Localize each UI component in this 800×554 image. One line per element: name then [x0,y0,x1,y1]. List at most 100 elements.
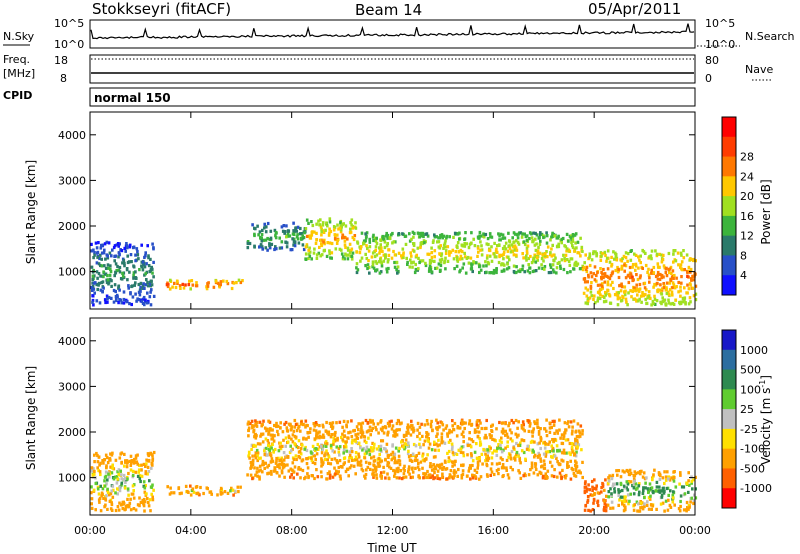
velocity-cell [382,470,386,474]
velocity-cell [560,441,564,445]
velocity-cell [254,419,257,423]
velocity-cell [139,479,142,484]
velocity-cell [250,419,254,423]
velocity-cell [628,499,631,503]
velocity-cell [462,435,465,439]
velocity-cell [427,446,431,450]
power-cell [461,244,464,248]
power-cell [625,300,628,304]
power-cell [142,297,145,301]
velocity-cell [320,435,324,439]
velocity-cell [371,468,375,472]
velocity-cell [388,465,391,469]
power-cell [412,243,416,247]
power-cell [137,282,141,287]
velocity-cell [445,424,449,428]
velocity-cell [239,485,242,489]
velocity-cell [116,505,120,509]
velocity-cell [289,449,293,453]
power-cell [586,288,589,292]
power-cell [342,255,345,259]
power-cell [241,279,244,283]
velocity-cell [489,467,493,471]
power-cell [609,274,613,278]
power-cell [661,296,664,300]
power-cell [349,227,352,231]
power-cell [480,253,484,257]
power-cell [134,281,137,285]
velocity-cell [570,432,574,436]
velocity-cell [404,442,407,446]
velocity-cell [348,453,352,457]
velocity-cell [172,491,176,495]
velocity-cell [622,484,626,488]
velocity-cell [603,488,606,492]
velocity-cell [592,498,596,502]
colorbar-swatch [722,275,736,296]
velocity-cell [560,458,563,462]
velocity-cell [626,482,630,486]
velocity-cell [389,466,393,470]
velocity-cell [536,455,540,459]
power-cell [590,294,593,298]
power-cell [627,291,630,295]
power-cell [375,236,378,240]
power-cell [150,265,153,269]
power-cell [569,236,573,240]
power-cell [378,246,381,250]
power-cell [592,297,595,301]
power-cell [273,228,277,232]
velocity-cell [468,437,471,441]
power-cell [358,245,361,249]
velocity-cell [679,473,682,477]
power-cell [476,254,479,258]
power-cell [629,289,632,293]
nave-tick-bottom: 0 [705,72,712,85]
velocity-cell [616,473,619,477]
velocity-cell [376,422,380,426]
power-cell [542,235,545,240]
power-cell [289,248,293,252]
velocity-cell [643,502,646,506]
velocity-cell [635,500,639,504]
velocity-cell [231,488,235,492]
velocity-cell [327,433,331,437]
velocity-cell [132,496,136,500]
power-cell [621,295,625,300]
velocity-cell [278,458,281,462]
velocity-cell [128,459,131,463]
velocity-cell [418,442,421,446]
power-cell [478,264,481,268]
velocity-cell [510,431,513,435]
velocity-cell [402,445,405,449]
power-cell [506,262,509,266]
velocity-cell [546,450,550,454]
power-cell [511,236,514,240]
velocity-cell [341,438,344,442]
power-cell [372,266,376,270]
power-cell [315,256,319,260]
velocity-cell [491,437,494,441]
power-cell [443,261,446,265]
velocity-cell [434,448,437,452]
velocity-cell [345,425,348,429]
velocity-cell [308,430,312,434]
power-cell [616,297,620,301]
power-cell [103,248,106,252]
power-cell [128,302,131,306]
velocity-cell [397,458,401,462]
velocity-cell [116,477,119,481]
velocity-cell [375,473,378,477]
power-cell [110,254,113,258]
power-cell [626,259,629,263]
velocity-cell [564,476,567,480]
power-cell [121,274,125,278]
power-cell [320,233,323,237]
velocity-cell [291,433,295,437]
velocity-cell [518,458,522,462]
velocity-cell [350,419,353,423]
velocity-cell [377,456,381,460]
power-cell [492,271,496,275]
velocity-colorbar-tick: 25 [740,403,754,416]
velocity-cell [555,429,559,433]
